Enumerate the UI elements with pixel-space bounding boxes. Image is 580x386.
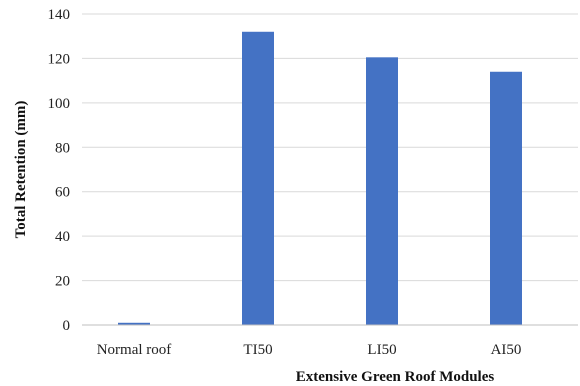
x-tick-label: LI50	[367, 342, 396, 358]
bar-normal-roof	[118, 322, 150, 325]
y-axis-title: Total Retention (mm)	[13, 101, 29, 239]
x-tick-label: TI50	[243, 342, 272, 358]
x-axis-title: Extensive Green Roof Modules	[296, 369, 495, 385]
x-tick-label: AI50	[491, 342, 522, 358]
bar-ti50	[242, 31, 274, 326]
y-tick-label: 20	[55, 274, 70, 290]
bars	[118, 31, 522, 326]
y-tick-label: 120	[48, 51, 71, 67]
y-tick-label: 80	[55, 140, 70, 156]
y-tick-label: 140	[48, 7, 71, 23]
x-axis-ticks: Normal roof TI50 LI50 AI50	[97, 342, 522, 358]
y-tick-label: 100	[48, 96, 71, 112]
y-tick-label: 0	[63, 318, 71, 334]
y-tick-label: 40	[55, 229, 70, 245]
y-axis-ticks: 0 20 40 60 80 100 120 140	[48, 7, 71, 334]
x-tick-label: Normal roof	[97, 342, 172, 358]
bar-ai50	[490, 71, 522, 325]
gridlines	[82, 13, 578, 282]
bar-li50	[366, 57, 398, 325]
y-tick-label: 60	[55, 185, 70, 201]
